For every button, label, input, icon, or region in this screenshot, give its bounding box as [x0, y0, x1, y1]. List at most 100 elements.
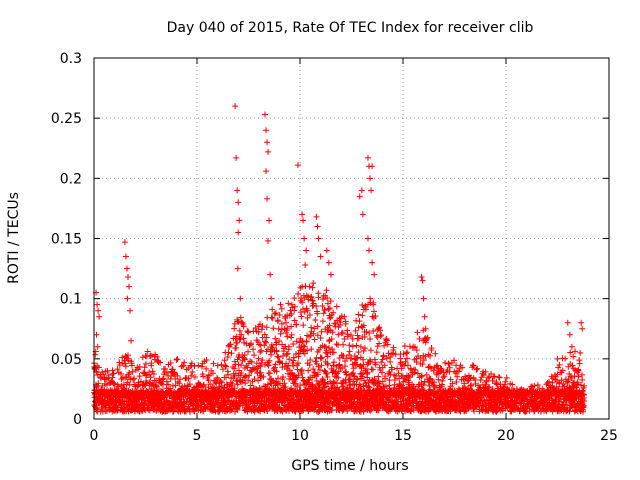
data-point: [251, 352, 258, 359]
data-point: [288, 311, 295, 318]
data-point: [234, 265, 241, 272]
data-point: [94, 382, 101, 389]
data-point: [562, 355, 569, 362]
data-point: [95, 364, 102, 371]
y-tick-label: 0.15: [51, 232, 82, 248]
data-point: [311, 336, 318, 343]
data-point: [153, 383, 160, 390]
data-point: [110, 379, 117, 386]
data-point: [191, 363, 198, 370]
data-point: [165, 381, 172, 388]
data-point: [568, 343, 575, 350]
data-point: [300, 322, 307, 329]
data-point: [185, 375, 192, 382]
data-point: [419, 277, 426, 284]
data-point: [96, 313, 103, 320]
data-point: [468, 382, 475, 389]
data-point: [174, 356, 181, 363]
data-point: [318, 328, 325, 335]
data-point: [124, 295, 131, 302]
data-point: [291, 295, 298, 302]
data-point: [217, 378, 224, 385]
data-point: [308, 346, 315, 353]
data-point: [380, 352, 387, 359]
data-point: [128, 337, 135, 344]
data-point: [317, 253, 324, 260]
points-layer: [91, 103, 588, 415]
data-point: [225, 349, 232, 356]
data-point: [239, 319, 246, 326]
data-point: [141, 364, 148, 371]
data-point: [370, 308, 377, 315]
data-point: [114, 366, 121, 373]
data-point: [567, 349, 574, 356]
data-point: [159, 381, 166, 388]
data-point: [534, 381, 541, 388]
data-point: [131, 375, 138, 382]
data-point: [364, 154, 371, 161]
data-point: [180, 362, 187, 369]
data-point: [374, 343, 381, 350]
data-point: [359, 211, 366, 218]
data-point: [237, 336, 244, 343]
data-point: [109, 374, 116, 381]
data-point: [295, 290, 302, 297]
data-point: [221, 357, 228, 364]
data-point: [133, 397, 140, 404]
data-point: [177, 376, 184, 383]
data-point: [123, 265, 130, 272]
x-tick-label: 20: [497, 428, 515, 444]
data-point: [314, 332, 321, 339]
data-point: [114, 381, 121, 388]
data-point: [346, 342, 353, 349]
grid-layer: [94, 58, 609, 419]
y-tick-label: 0.3: [60, 51, 82, 67]
data-point: [312, 316, 319, 323]
data-point: [200, 382, 207, 389]
data-point: [403, 350, 410, 357]
data-point: [270, 325, 277, 332]
data-point: [210, 360, 217, 367]
data-point: [127, 307, 134, 314]
data-point: [298, 367, 305, 374]
y-tick-label: 0.1: [60, 292, 82, 308]
data-point: [293, 321, 300, 328]
data-point: [148, 362, 155, 369]
data-point: [238, 362, 245, 369]
data-point: [361, 345, 368, 352]
data-point: [116, 359, 123, 366]
data-point: [442, 359, 449, 366]
data-point: [147, 380, 154, 387]
data-point: [129, 368, 136, 375]
data-point: [200, 373, 207, 380]
data-point: [120, 385, 127, 392]
data-point: [318, 362, 325, 369]
y-tick-label: 0.05: [51, 352, 82, 368]
data-point: [203, 365, 210, 372]
data-point: [95, 307, 102, 314]
data-point: [578, 319, 585, 326]
data-point: [288, 334, 295, 341]
data-point: [235, 229, 242, 236]
data-point: [367, 347, 374, 354]
data-point: [285, 300, 292, 307]
data-point: [327, 271, 334, 278]
data-point: [355, 311, 362, 318]
data-point: [556, 361, 563, 368]
data-point: [391, 376, 398, 383]
data-point: [142, 360, 149, 367]
data-point: [283, 351, 290, 358]
data-point: [432, 350, 439, 357]
data-point: [317, 335, 324, 342]
data-point: [136, 373, 143, 380]
data-point: [323, 247, 330, 254]
data-point: [163, 378, 170, 385]
data-point: [186, 381, 193, 388]
data-point: [470, 362, 477, 369]
data-point: [320, 310, 327, 317]
data-point: [346, 348, 353, 355]
data-point: [299, 211, 306, 218]
data-point: [412, 366, 419, 373]
data-point: [300, 217, 307, 224]
